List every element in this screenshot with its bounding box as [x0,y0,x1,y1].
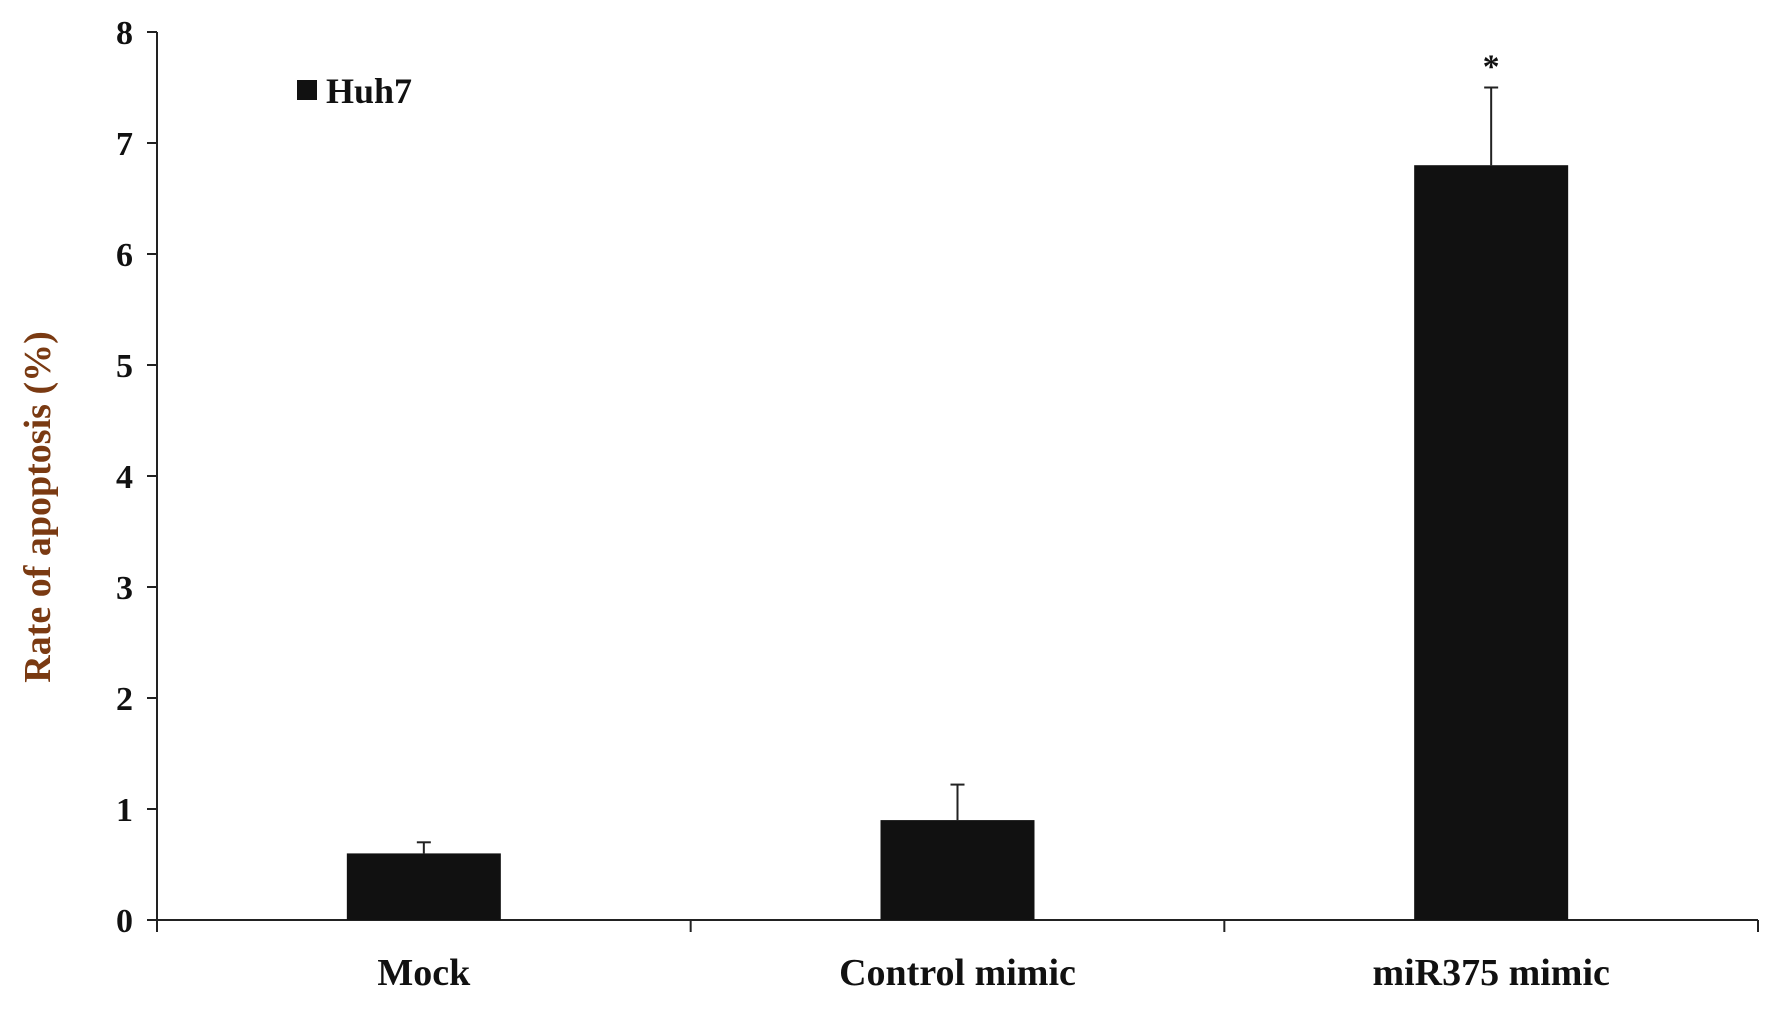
y-tick-label: 4 [116,459,133,496]
y-tick-label: 8 [116,15,133,52]
legend-swatch [297,80,317,100]
legend-label: Huh7 [326,71,412,111]
x-tick-label: miR375 mimic [1372,952,1609,994]
bar [346,853,501,920]
y-tick-label: 1 [116,792,133,829]
x-tick-label: Mock [377,952,471,994]
significance-marker: * [1483,49,1500,86]
y-tick-label: 3 [116,570,133,607]
y-tick-label: 2 [116,681,133,718]
y-tick-label: 7 [116,126,133,163]
legend: Huh7 [297,71,412,111]
y-tick-label: 0 [116,903,133,940]
y-tick-label: 6 [116,237,133,274]
bar [880,820,1035,920]
bar [1414,165,1569,920]
y-axis-label: Rate of apoptosis (%) [17,331,59,682]
x-tick-label: Control mimic [839,952,1076,994]
y-tick-label: 5 [116,348,133,385]
